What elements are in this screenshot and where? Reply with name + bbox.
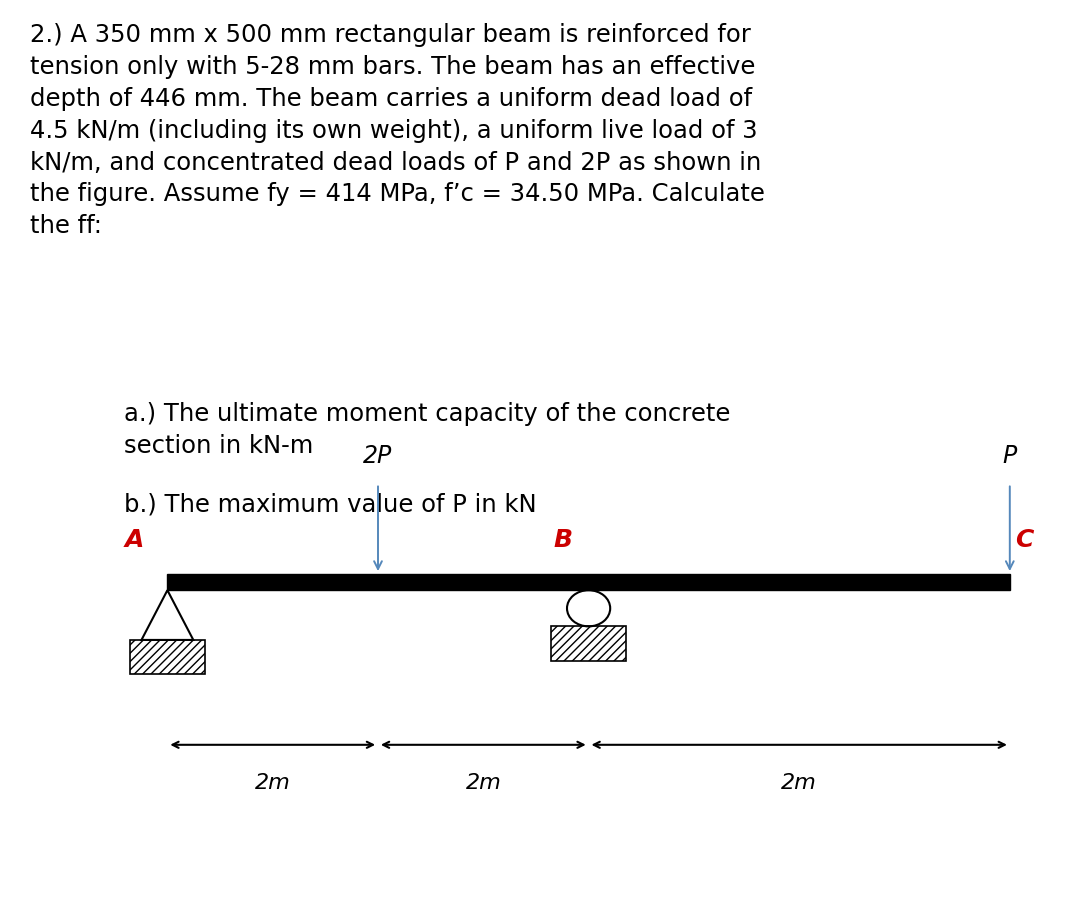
Text: 2m: 2m xyxy=(465,772,501,792)
Text: 2m: 2m xyxy=(255,772,291,792)
Text: P: P xyxy=(1002,443,1017,468)
Text: A: A xyxy=(124,527,144,552)
Bar xyxy=(551,627,626,661)
Text: 2.) A 350 mm x 500 mm rectangular beam is reinforced for
tension only with 5-28 : 2.) A 350 mm x 500 mm rectangular beam i… xyxy=(30,23,765,238)
Text: a.) The ultimate moment capacity of the concrete
section in kN-m: a.) The ultimate moment capacity of the … xyxy=(124,402,730,458)
Text: 2P: 2P xyxy=(363,443,393,468)
Text: 2m: 2m xyxy=(781,772,818,792)
Text: C: C xyxy=(1015,527,1034,552)
Text: b.) The maximum value of P in kN: b.) The maximum value of P in kN xyxy=(124,492,537,517)
Text: B: B xyxy=(553,527,572,552)
Bar xyxy=(167,574,1010,591)
Bar xyxy=(130,640,205,675)
